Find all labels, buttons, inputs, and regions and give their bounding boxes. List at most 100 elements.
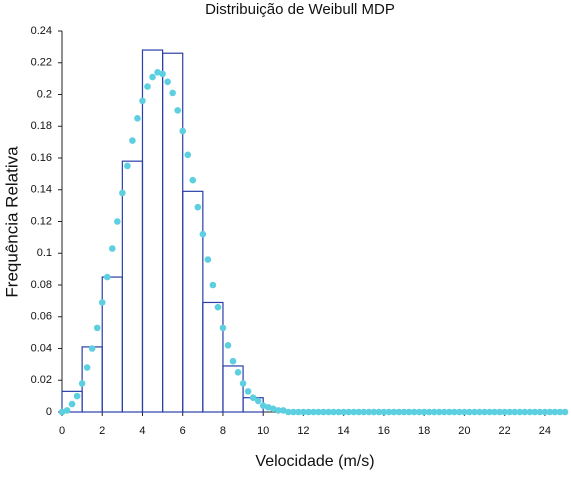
- curve-point: [254, 397, 262, 405]
- histogram-bar: [101, 276, 123, 413]
- curve-point: [98, 299, 106, 306]
- y-tick-label: 0.06: [31, 311, 52, 323]
- curve-point: [264, 403, 272, 411]
- curve-point: [476, 408, 483, 416]
- curve-point: [531, 408, 539, 416]
- curve-point: [415, 408, 423, 416]
- curve-point: [360, 408, 368, 416]
- y-tick-label: 0.14: [31, 184, 52, 196]
- y-tick-label: 0.1: [37, 247, 52, 259]
- curve-point: [199, 230, 207, 238]
- curve-point: [506, 408, 513, 416]
- curve-point: [78, 380, 86, 387]
- y-axis-label: Frequência Relativa: [2, 146, 21, 298]
- x-tick-label: 22: [499, 425, 511, 437]
- curve-point: [149, 73, 156, 81]
- curve-point: [244, 388, 252, 395]
- curve-point: [556, 408, 564, 416]
- curve-point: [58, 408, 66, 416]
- curve-point: [295, 408, 302, 416]
- histogram-bar: [162, 52, 184, 413]
- curve-point: [526, 408, 534, 416]
- curve-point: [300, 408, 307, 416]
- curve-point: [335, 408, 342, 416]
- y-tick-label: 0.02: [31, 374, 52, 386]
- x-tick-label: 4: [139, 425, 145, 437]
- y-tick-label: 0: [46, 406, 52, 418]
- curve-point: [209, 281, 217, 289]
- curve-point: [516, 408, 524, 416]
- curve-point: [290, 408, 297, 416]
- curve-point: [375, 408, 383, 416]
- curve-point: [385, 408, 393, 416]
- histogram-bar: [81, 346, 103, 413]
- curve-point: [164, 78, 171, 86]
- curve-point: [491, 408, 498, 416]
- curve-point: [224, 342, 232, 349]
- y-tick-label: 0.22: [31, 57, 52, 69]
- curve-point: [124, 162, 131, 170]
- curve-point: [501, 408, 508, 416]
- curve-point: [461, 408, 468, 416]
- curve-point: [174, 107, 181, 114]
- curve-point: [350, 408, 358, 416]
- curve-point: [345, 408, 353, 416]
- curve-point: [144, 83, 151, 90]
- curve-point: [536, 408, 544, 416]
- curve-point: [194, 203, 202, 211]
- x-tick-label: 2: [99, 425, 105, 437]
- x-tick-label: 16: [378, 425, 390, 437]
- histogram-bar: [202, 301, 224, 413]
- histogram-bar: [121, 160, 144, 413]
- curve-point: [471, 408, 478, 416]
- x-tick-label: 8: [220, 425, 226, 437]
- curve-point: [481, 408, 488, 416]
- curve-point: [63, 407, 71, 414]
- curve-point: [561, 408, 569, 416]
- x-tick-label: 12: [297, 425, 309, 437]
- y-tick-label: 0.24: [31, 25, 52, 37]
- curve-point: [259, 402, 267, 409]
- histogram-bar: [182, 190, 204, 413]
- histogram-bar: [141, 49, 164, 413]
- curve-point: [440, 408, 448, 416]
- curve-point: [380, 408, 388, 416]
- curve-point: [370, 408, 378, 416]
- curve-point: [305, 408, 312, 416]
- x-tick-label: 0: [59, 425, 65, 437]
- y-tick-label: 0.08: [31, 279, 52, 291]
- curve-point: [159, 70, 166, 78]
- curve-point: [274, 407, 282, 414]
- curve-point: [395, 408, 403, 416]
- curve-point: [179, 127, 187, 135]
- curve-point: [83, 364, 91, 371]
- curve-point: [114, 218, 121, 225]
- x-tick-label: 24: [539, 425, 551, 437]
- curve-point: [340, 408, 347, 416]
- curve-point: [73, 392, 81, 400]
- curve-point: [93, 324, 101, 332]
- y-tick-label: 0.2: [37, 88, 52, 100]
- curve-point: [184, 151, 192, 159]
- curve-point: [134, 115, 141, 122]
- curve-point: [154, 68, 161, 76]
- curve-point: [129, 137, 136, 144]
- curve-point: [456, 408, 463, 416]
- curve-point: [365, 408, 373, 416]
- curve-point: [546, 408, 554, 416]
- curve-point: [390, 408, 398, 416]
- curve-point: [269, 405, 277, 413]
- curve-point: [430, 408, 438, 416]
- curve-point: [88, 345, 96, 352]
- curve-point: [249, 394, 257, 402]
- curve-point: [310, 408, 317, 416]
- curve-point: [315, 408, 322, 416]
- curve-point: [355, 408, 363, 416]
- y-tick-label: 0.18: [31, 120, 52, 132]
- curve-point: [189, 176, 197, 184]
- curve-point: [204, 256, 212, 263]
- y-tick-label: 0.16: [31, 152, 52, 164]
- curve-point: [425, 408, 433, 416]
- x-tick-label: 18: [418, 425, 430, 437]
